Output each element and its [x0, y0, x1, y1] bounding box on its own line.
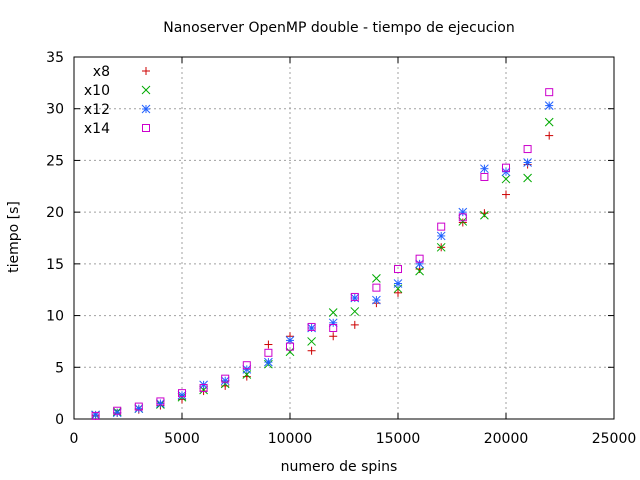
y-tick-label: 10	[46, 309, 64, 325]
x-tick-label: 5000	[164, 431, 200, 447]
legend: x8 x10 x12 x14	[84, 64, 151, 137]
data-point-x10	[480, 210, 489, 220]
legend-marker-x10	[141, 85, 151, 95]
data-point-x8	[394, 288, 402, 297]
y-tick-label: 35	[46, 50, 64, 66]
axis-ticks: 0 5000 10000 15000 20000 25000 0 5 10 15 20 25 30 35	[46, 50, 636, 447]
x-axis-label: numero de spins	[281, 459, 398, 475]
y-tick-label: 20	[46, 205, 64, 221]
legend-marker-x8	[142, 67, 150, 75]
data-point-x14	[199, 383, 208, 392]
data-point-x8	[350, 320, 359, 329]
x-tick-label: 10000	[268, 431, 313, 447]
x-tick-label: 15000	[376, 431, 421, 447]
data-point-x14	[329, 323, 338, 332]
data-point-x8	[307, 346, 316, 355]
data-point-x10	[328, 308, 338, 317]
y-tick-label: 15	[46, 257, 64, 273]
legend-marker-x14	[142, 124, 150, 132]
y-tick-label: 5	[55, 360, 64, 376]
data-point-x12	[264, 357, 273, 367]
legend-label-x8: x8	[93, 64, 110, 80]
data-point-x8	[329, 332, 338, 341]
data-point-x14	[394, 265, 402, 274]
data-point-x12	[372, 295, 381, 305]
y-tick-label: 25	[46, 153, 64, 169]
data-point-x14	[523, 145, 532, 154]
x-tick-label: 20000	[484, 431, 529, 447]
data-point-x14	[156, 397, 165, 406]
data-point-x12	[242, 365, 252, 374]
data-point-x14	[113, 406, 122, 415]
y-axis-label: tiempo [s]	[6, 201, 22, 273]
data-point-x10	[458, 217, 468, 226]
chart-title: Nanoserver OpenMP double - tiempo de eje…	[163, 20, 514, 36]
data-point-x14	[178, 389, 186, 398]
data-point-x12	[544, 101, 554, 110]
data-point-x12	[523, 158, 532, 167]
data-point-x12	[480, 164, 489, 174]
data-point-x8	[502, 190, 510, 199]
legend-label-x10: x10	[84, 83, 110, 99]
data-point-x10	[415, 266, 424, 276]
data-point-x12	[458, 207, 468, 217]
data-point-x10	[285, 347, 295, 357]
x-tick-label: 25000	[592, 431, 637, 447]
data-point-x14	[286, 342, 294, 351]
x-tick-label: 0	[70, 431, 79, 447]
data-point-x12	[220, 376, 230, 386]
data-point-x10	[372, 273, 381, 283]
data-point-x8	[264, 340, 273, 349]
data-point-x14	[437, 222, 446, 231]
data-point-x14	[307, 322, 316, 331]
data-point-x14	[415, 254, 424, 263]
data-point-x14	[91, 411, 100, 420]
grid-lines	[74, 57, 614, 419]
data-points	[91, 88, 554, 420]
data-point-x10	[501, 174, 511, 184]
legend-label-x12: x12	[84, 102, 110, 118]
data-point-x14	[545, 88, 554, 97]
data-point-x14	[264, 348, 273, 357]
data-point-x8	[545, 131, 554, 140]
data-point-x12	[177, 390, 187, 400]
data-point-x12	[112, 408, 122, 418]
data-point-x12	[415, 259, 424, 269]
data-point-x14	[350, 292, 359, 301]
data-point-x10	[307, 337, 316, 346]
data-point-x14	[480, 172, 489, 181]
data-point-x14	[502, 163, 510, 172]
data-point-x10	[544, 117, 554, 127]
data-point-x10	[350, 307, 360, 316]
data-point-x14	[458, 213, 467, 222]
data-point-x14	[242, 361, 251, 370]
data-point-x10	[436, 242, 446, 252]
data-point-x12	[134, 404, 144, 414]
legend-marker-x12	[141, 104, 151, 114]
data-point-x12	[436, 231, 446, 241]
plot-frame	[73, 56, 615, 420]
y-tick-label: 30	[46, 102, 64, 118]
data-point-x12	[501, 167, 511, 177]
data-point-x14	[221, 374, 230, 383]
data-point-x8	[458, 218, 467, 227]
data-point-x12	[393, 279, 403, 288]
data-point-x12	[156, 399, 165, 408]
data-point-x14	[372, 283, 381, 292]
data-point-x12	[328, 318, 338, 328]
legend-label-x14: x14	[84, 121, 110, 137]
data-point-x14	[134, 402, 143, 411]
data-point-x10	[523, 173, 532, 183]
y-tick-label: 0	[55, 412, 64, 428]
